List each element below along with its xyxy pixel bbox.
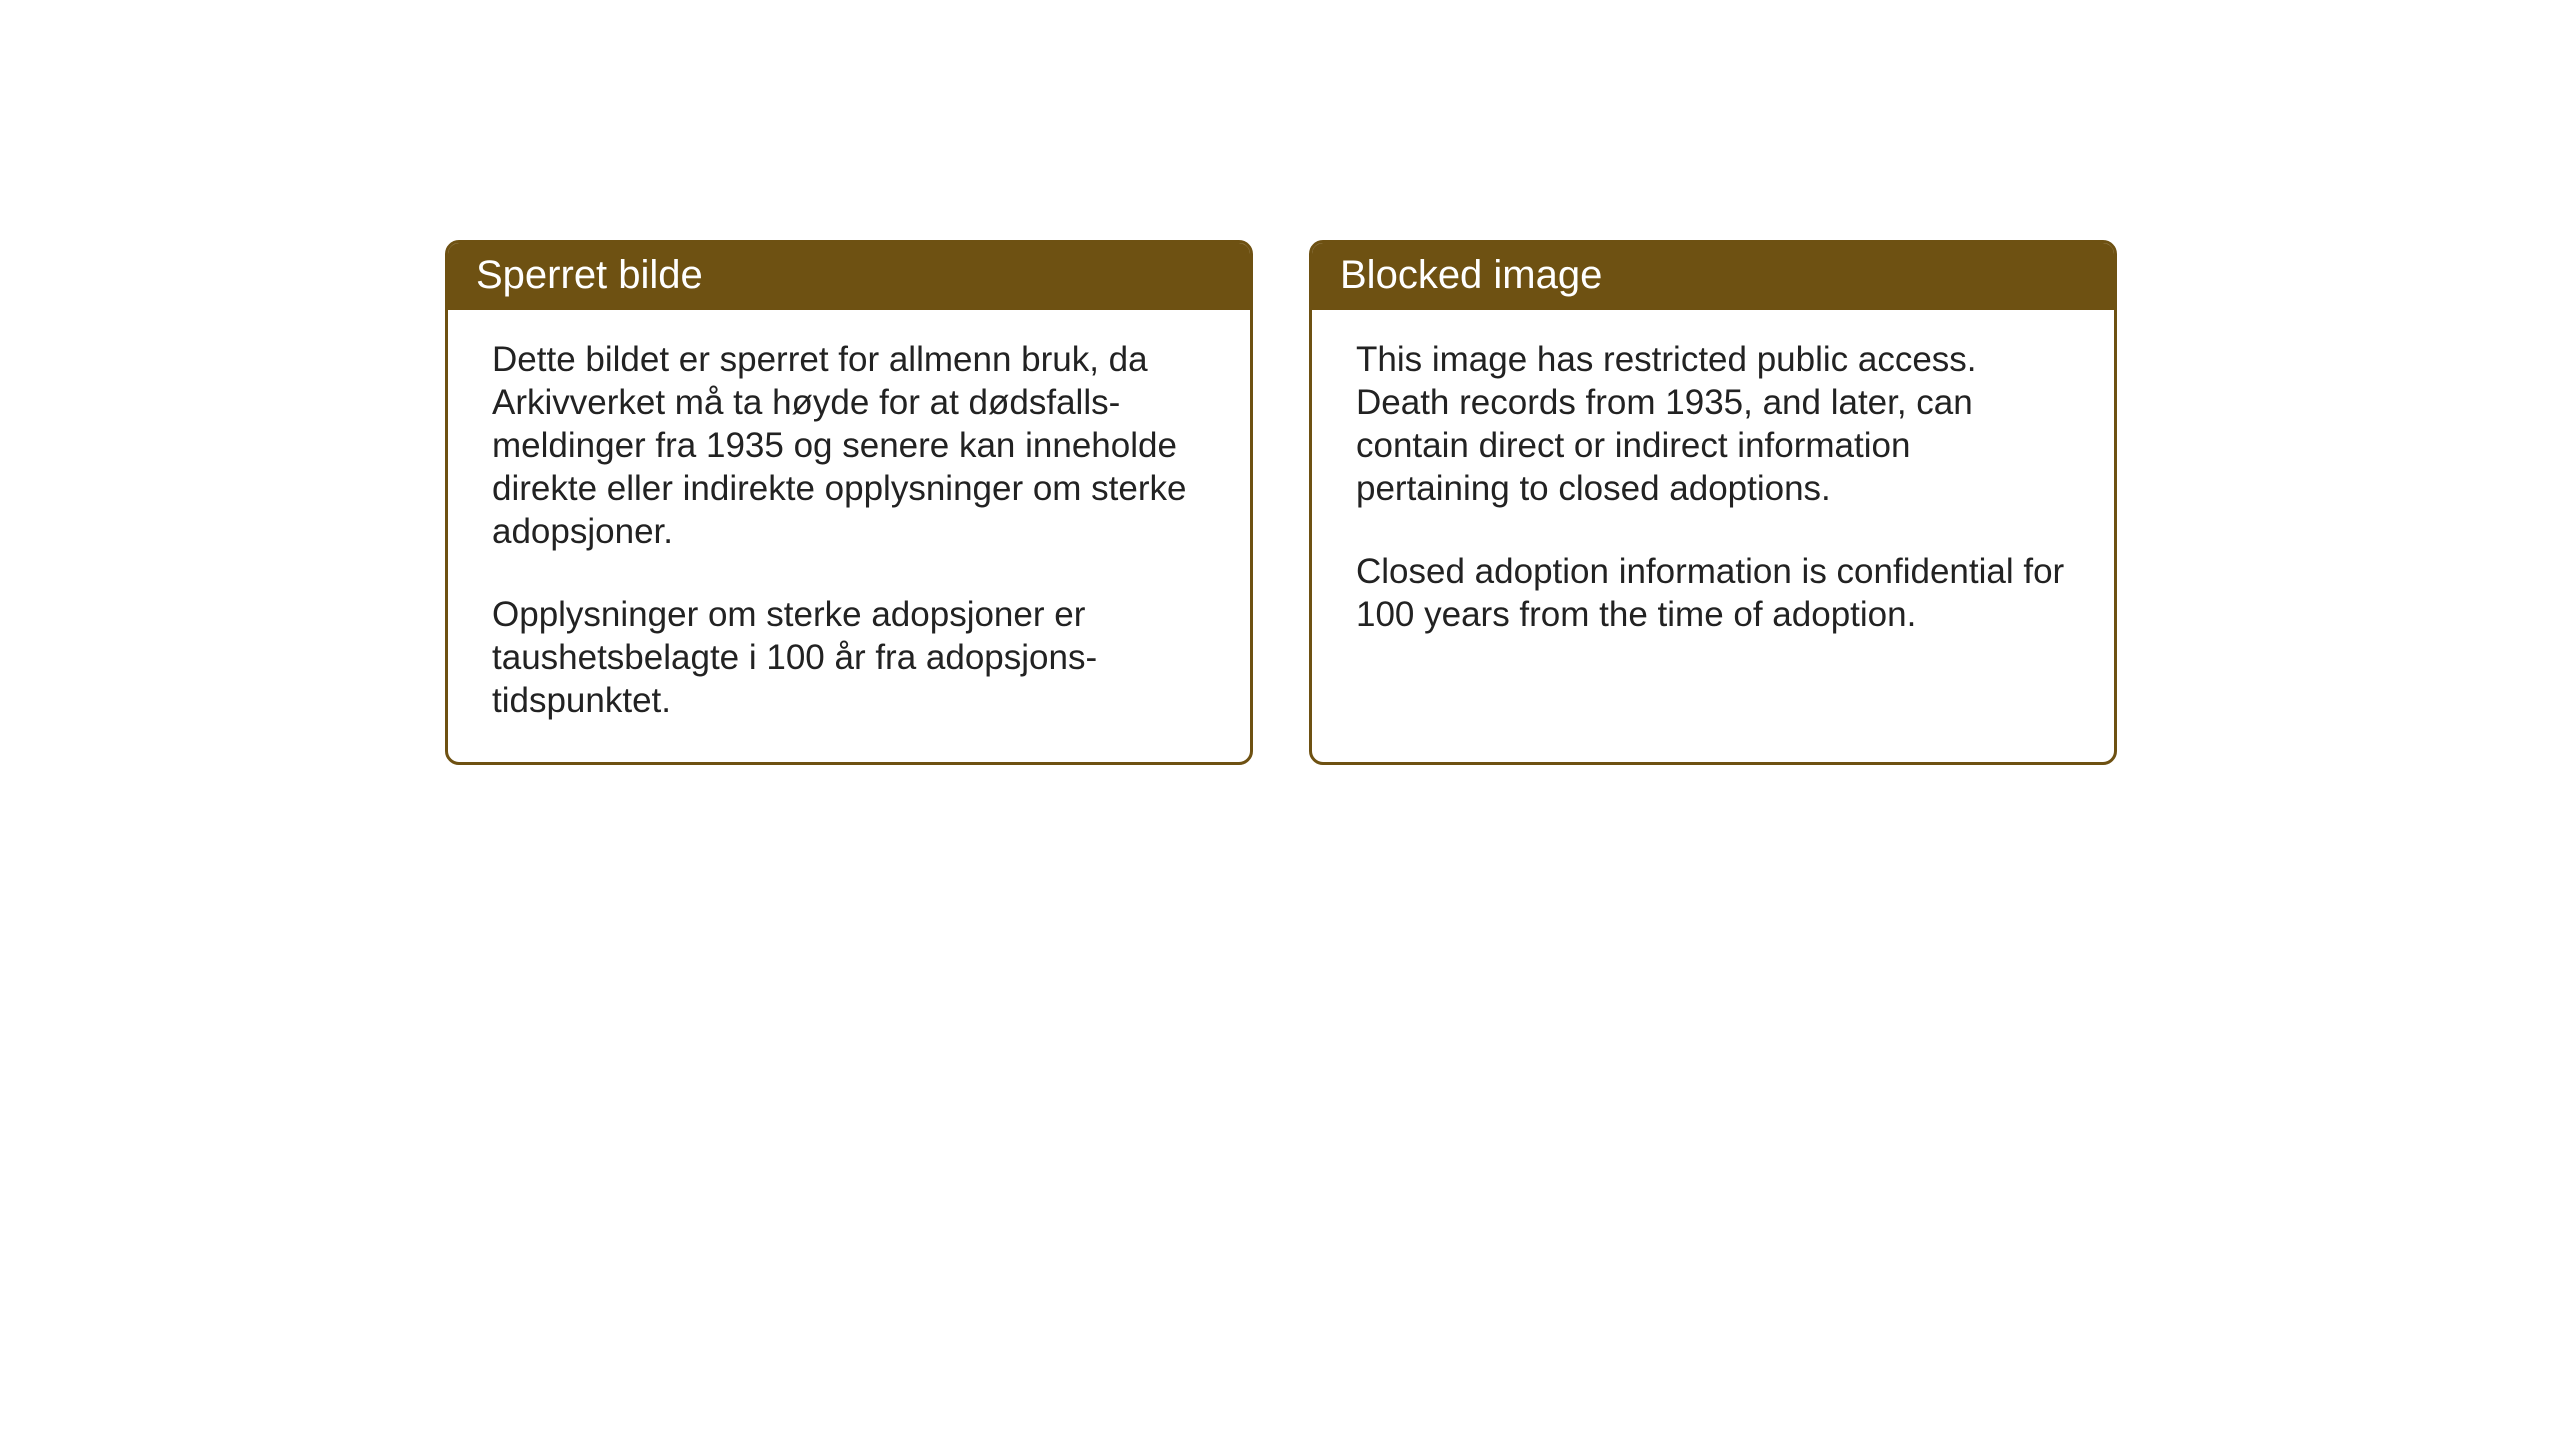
card-title: Blocked image: [1340, 253, 1602, 297]
card-header-norwegian: Sperret bilde: [448, 243, 1250, 310]
card-header-english: Blocked image: [1312, 243, 2114, 310]
notice-card-norwegian: Sperret bilde Dette bildet er sperret fo…: [445, 240, 1253, 765]
notice-card-english: Blocked image This image has restricted …: [1309, 240, 2117, 765]
notice-paragraph: This image has restricted public access.…: [1356, 338, 2070, 510]
card-body-english: This image has restricted public access.…: [1312, 310, 2114, 716]
card-title: Sperret bilde: [476, 253, 703, 297]
notice-container: Sperret bilde Dette bildet er sperret fo…: [445, 240, 2117, 765]
notice-paragraph: Opplysninger om sterke adopsjoner er tau…: [492, 593, 1206, 722]
notice-paragraph: Dette bildet er sperret for allmenn bruk…: [492, 338, 1206, 553]
card-body-norwegian: Dette bildet er sperret for allmenn bruk…: [448, 310, 1250, 762]
notice-paragraph: Closed adoption information is confident…: [1356, 550, 2070, 636]
